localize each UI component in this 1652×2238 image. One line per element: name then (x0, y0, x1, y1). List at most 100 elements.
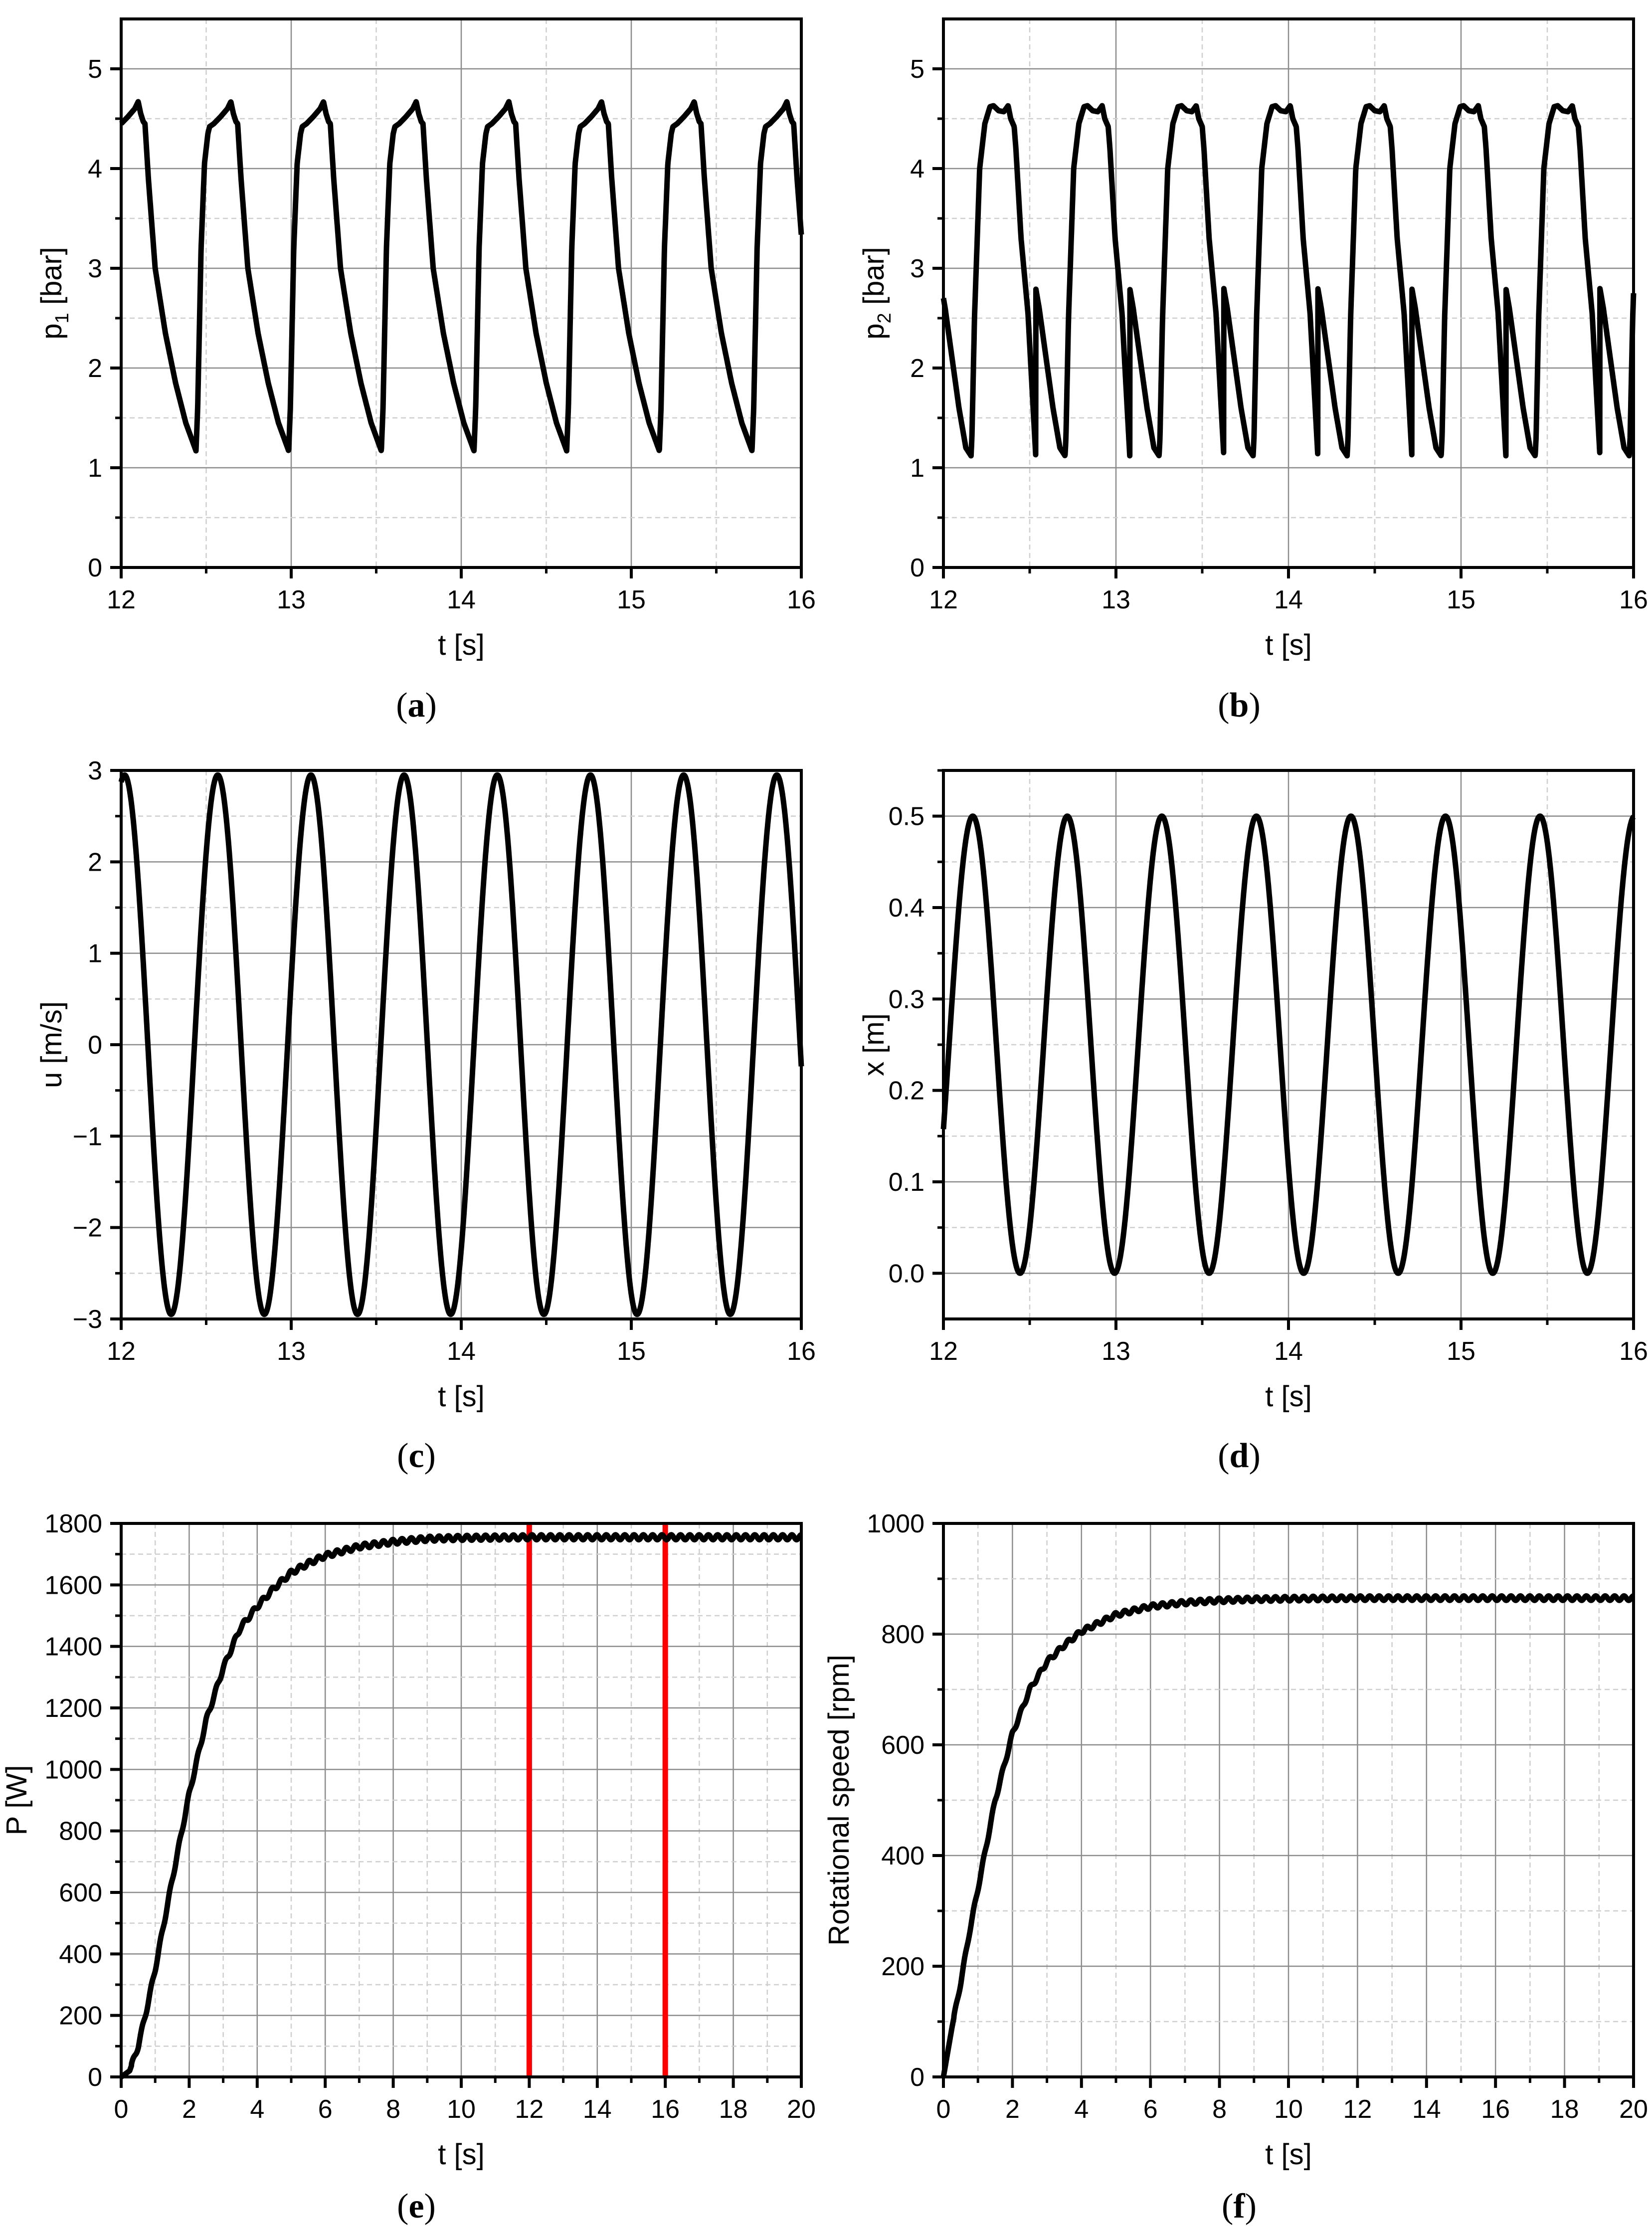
data-curve-p1 (119, 99, 804, 454)
y-tick-label: 0 (88, 554, 102, 582)
x-axis-title: t [s] (1265, 2138, 1311, 2171)
y-tick-label: 3 (88, 756, 102, 785)
grid (121, 1523, 801, 2077)
y-tick-label: −1 (73, 1122, 102, 1151)
x-tick-label: 14 (1274, 585, 1303, 614)
y-tick-label: 1800 (44, 1509, 102, 1538)
y-tick-label: 2 (910, 354, 924, 383)
x-tick-label: 14 (447, 1337, 476, 1366)
y-tick-label: 200 (881, 1952, 924, 1981)
grid (943, 1523, 1634, 2077)
x-tick-label: 14 (583, 2095, 612, 2124)
x-axis: 0 2 4 6 8 10 12 14 16 18 20 t [s] (114, 2077, 816, 2171)
x-tick-label: 6 (1143, 2095, 1158, 2124)
y-tick-label: 400 (881, 1842, 924, 1870)
grid (943, 19, 1634, 567)
y-tick-label: 800 (59, 1817, 102, 1846)
y-axis: −3 −2 −1 0 1 2 3 u [m/s] (35, 756, 121, 1334)
x-axis: 12 13 14 15 16 t [s] (107, 567, 816, 661)
y-tick-label: 2 (88, 354, 102, 383)
x-tick-label: 14 (1274, 1337, 1303, 1366)
x-tick-label: 12 (929, 1337, 958, 1366)
y-tick-label: 4 (88, 155, 102, 184)
y-tick-label: 0.5 (889, 802, 924, 831)
y-tick-label: 0 (910, 2063, 924, 2092)
chart-panel-f: 0 2 4 6 8 10 12 14 16 18 20 t [s] 0 200 400 600 800 1000 R… (826, 1509, 1648, 2171)
y-tick-label: 0.1 (889, 1168, 924, 1197)
y-axis: 0 1 2 3 4 5 p2 [bar] (858, 55, 943, 582)
x-tick-label: 0 (936, 2095, 951, 2124)
y-axis: 0.0 0.1 0.2 0.3 0.4 0.5 x [m] (858, 769, 943, 1288)
y-tick-label: 1400 (44, 1633, 102, 1662)
y-tick-label: 5 (910, 55, 924, 84)
x-tick-label: 15 (1447, 585, 1475, 614)
y-tick-label: 0.0 (889, 1259, 924, 1288)
y-tick-label: 1600 (44, 1571, 102, 1600)
panel-label-b: (b) (1218, 686, 1261, 725)
x-tick-label: 16 (787, 1337, 816, 1366)
y-tick-label: −3 (73, 1305, 102, 1334)
x-tick-label: 15 (1447, 1337, 1475, 1366)
x-axis-title: t [s] (1265, 1380, 1311, 1413)
y-axis-title: u [m/s] (35, 1001, 68, 1088)
x-tick-label: 12 (107, 1337, 136, 1366)
x-tick-label: 16 (1481, 2095, 1510, 2124)
y-tick-label: 0 (88, 1031, 102, 1060)
x-tick-label: 20 (787, 2095, 816, 2124)
y-tick-label: −2 (73, 1214, 102, 1243)
x-tick-label: 13 (277, 585, 306, 614)
y-tick-label: 1000 (867, 1509, 924, 1538)
x-axis-title: t [s] (438, 2138, 484, 2171)
y-axis-title: p1 [bar] (35, 247, 73, 340)
y-axis: 0 1 2 3 4 5 p1 [bar] (35, 55, 121, 582)
x-tick-label: 13 (1101, 1337, 1130, 1366)
x-tick-label: 14 (447, 585, 476, 614)
x-tick-label: 2 (1005, 2095, 1020, 2124)
y-tick-label: 1200 (44, 1694, 102, 1723)
y-tick-label: 400 (59, 1940, 102, 1969)
y-tick-label: 0 (910, 554, 924, 582)
x-tick-label: 20 (1619, 2095, 1648, 2124)
y-axis-title: Rotational speed [rpm] (826, 1655, 855, 1946)
y-tick-label: 3 (910, 254, 924, 283)
panel-label-e: (e) (397, 2187, 436, 2226)
y-tick-label: 600 (59, 1878, 102, 1907)
x-axis: 12 13 14 15 16 t [s] (107, 1319, 816, 1413)
y-tick-label: 5 (88, 55, 102, 84)
data-curve-p (119, 1532, 804, 2080)
x-tick-label: 14 (1412, 2095, 1441, 2124)
x-tick-label: 6 (318, 2095, 333, 2124)
x-tick-label: 12 (929, 585, 958, 614)
y-tick-label: 1 (88, 939, 102, 968)
y-tick-label: 0 (88, 2063, 102, 2092)
x-tick-label: 8 (1212, 2095, 1227, 2124)
y-axis-title: x [m] (858, 1013, 890, 1076)
y-tick-label: 3 (88, 254, 102, 283)
panel-label-a: (a) (396, 686, 437, 725)
y-tick-label: 0.2 (889, 1077, 924, 1106)
x-tick-label: 0 (114, 2095, 129, 2124)
x-tick-label: 4 (250, 2095, 264, 2124)
data-curve-p2 (940, 103, 1637, 459)
y-tick-label: 1000 (44, 1755, 102, 1784)
y-axis: 0 200 400 600 800 1000 1200 1400 1600 1800 P [W] (0, 1509, 121, 2092)
x-axis: 12 13 14 15 16 t [s] (929, 567, 1648, 661)
x-tick-label: 8 (386, 2095, 400, 2124)
y-tick-label: 1 (910, 454, 924, 483)
panel-label-c: (c) (397, 1437, 436, 1475)
x-tick-label: 12 (515, 2095, 544, 2124)
x-tick-label: 2 (182, 2095, 196, 2124)
y-tick-label: 2 (88, 848, 102, 877)
x-axis: 12 13 14 15 16 t [s] (929, 1319, 1648, 1413)
y-axis: 0 200 400 600 800 1000 Rotational speed [rpm] (826, 1509, 943, 2092)
x-tick-label: 10 (1274, 2095, 1303, 2124)
x-tick-label: 13 (1101, 585, 1130, 614)
y-tick-label: 200 (59, 2002, 102, 2031)
panel-label-f: (f) (1222, 2187, 1257, 2226)
x-axis-title: t [s] (438, 629, 484, 661)
x-tick-label: 16 (787, 585, 816, 614)
x-axis-title: t [s] (438, 1380, 484, 1413)
x-tick-label: 12 (1343, 2095, 1372, 2124)
